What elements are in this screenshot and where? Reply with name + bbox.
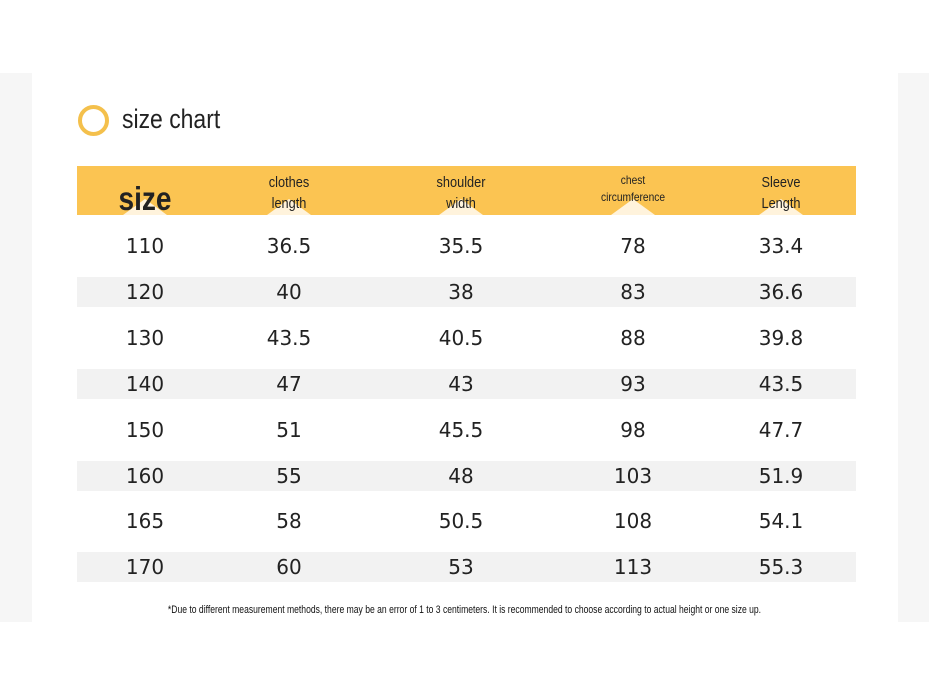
header-cell: Sleeve Length [761,172,800,214]
table-cell: 45.5 [438,417,484,442]
table-cell: 60 [276,555,302,580]
table-cell: 78 [620,234,646,258]
table-cell: 83 [620,279,646,304]
table-cell: 36.6 [758,279,804,304]
header-line: clothes [268,174,310,191]
table-cell: 150 [125,417,165,442]
header-peak [611,199,655,215]
table-cell: 43.5 [758,371,804,396]
header-line: Length [761,195,801,212]
row-band [77,368,856,399]
table-cell: 103 [613,463,653,488]
table-cell: 47 [276,371,302,396]
header-line: circumference [600,190,666,204]
table-cell: 160 [125,463,165,488]
row-band [77,460,856,491]
table-cell: 58 [276,509,302,534]
title-icon [78,105,109,136]
table-cell: 140 [125,371,165,396]
table-cell: 120 [125,279,165,304]
table-cell: 36.5 [266,234,312,258]
side-panel [0,73,32,622]
header-cell: size [118,182,171,216]
header-peak [759,199,803,215]
table-cell: 35.5 [438,234,484,258]
table-cell: 110 [125,234,165,258]
header-line: width [446,195,476,212]
header-peak [267,199,311,215]
table-cell: 108 [613,509,653,534]
header-peak [123,199,167,215]
table-cell: 130 [125,325,165,350]
header-peak [439,199,483,215]
header-line: shoulder [436,174,486,191]
row-band [77,276,856,307]
table-cell: 53 [448,555,474,580]
header-line: length [271,195,307,212]
table-header: size clothes length shoulder width chest circu… [77,166,856,216]
table-cell: 165 [125,509,165,534]
side-panel [898,73,929,622]
table-cell: 43 [448,371,474,396]
table-cell: 88 [620,325,646,350]
header-line: size [118,180,172,217]
header-cell: shoulder width [437,172,486,214]
table-cell: 39.8 [758,325,804,350]
title: size chart [122,104,221,134]
table-cell: 43.5 [266,325,312,350]
table-cell: 54.1 [758,509,804,534]
table-cell: 55.3 [758,555,804,580]
table-cell: 33.4 [758,234,804,258]
header-cell: chest circumference [601,172,665,206]
header-line: chest [620,173,646,187]
table-cell: 51.9 [758,463,804,488]
table-cell: 98 [620,417,646,442]
header-line: Sleeve [761,174,801,191]
footnote: *Due to different measurement methods, t… [167,604,762,616]
table-cell: 40.5 [438,325,484,350]
table-cell: 51 [276,417,302,442]
table-cell: 48 [448,463,474,488]
header-cell: clothes length [269,172,309,214]
table-cell: 55 [276,463,302,488]
row-band [77,552,856,583]
table-cell: 93 [620,371,646,396]
table-cell: 113 [613,555,653,580]
table-cell: 38 [448,279,474,304]
table-cell: 47.7 [758,417,804,442]
table-cell: 170 [125,555,165,580]
table-cell: 50.5 [438,509,484,534]
table-cell: 40 [276,279,302,304]
